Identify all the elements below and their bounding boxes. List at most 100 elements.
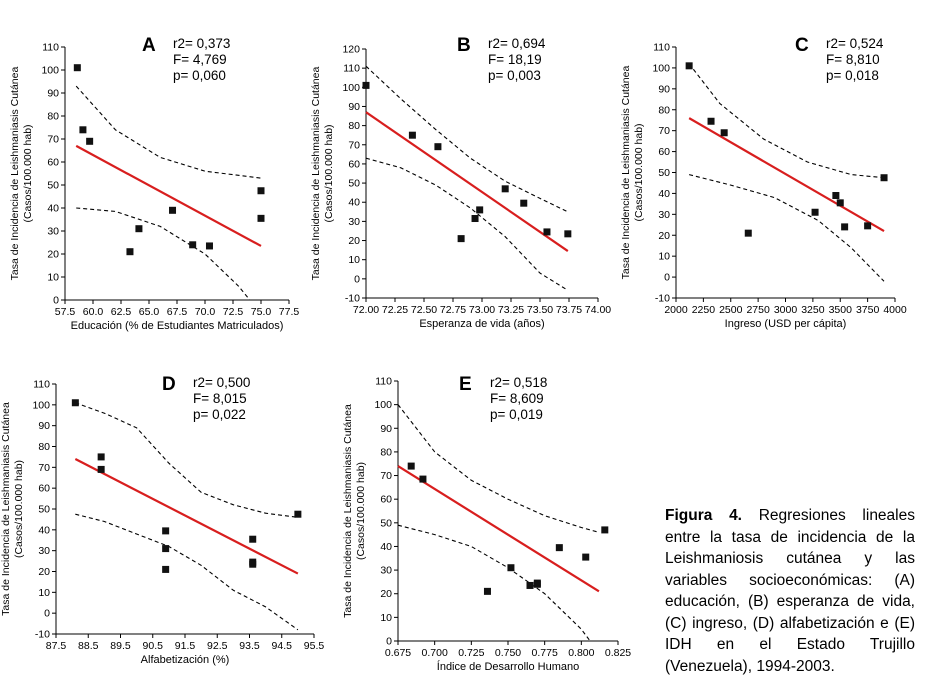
y-tick-label: 50 xyxy=(348,178,360,190)
stat-line: F= 4,769 xyxy=(173,52,227,67)
stat-line: r2= 0,524 xyxy=(826,36,884,51)
y-axis-label-line-1: Tasa de Incidencia de Leishmaniasis Cutá… xyxy=(9,67,21,281)
panel-letter: C xyxy=(795,35,809,56)
x-tick-label: 62.5 xyxy=(111,306,132,318)
x-tick-label: 4000 xyxy=(883,304,907,316)
data-point xyxy=(205,242,213,250)
x-tick-label: 93.5 xyxy=(239,640,260,652)
y-tick-label: 20 xyxy=(658,230,670,242)
x-axis-label: Educación (% de Estudiantes Matriculados… xyxy=(71,320,284,332)
x-tick-label: 90.5 xyxy=(143,640,164,652)
confidence-band-lower xyxy=(75,513,299,631)
x-tick-label: 73.25 xyxy=(498,304,524,316)
x-tick-label: 0.775 xyxy=(532,647,558,659)
stat-line: F= 8,810 xyxy=(826,52,880,67)
y-tick-label: -10 xyxy=(35,629,50,641)
chart-panel-a: 0 10 20 30 40 50 60 70 80 90 100 110 57.5 60.0 62.5 65.… xyxy=(9,35,299,332)
confidence-band-upper xyxy=(397,404,600,533)
y-tick-label: 70 xyxy=(348,139,360,151)
y-axis-label-line-1: Tasa de Incidencia de Leishmaniasis Cutá… xyxy=(620,66,632,280)
y-tick-label: 20 xyxy=(380,588,392,600)
stat-line: p= 0,019 xyxy=(490,407,543,422)
y-tick-label: 90 xyxy=(380,423,392,435)
x-tick-label: 0.675 xyxy=(385,647,411,659)
data-point xyxy=(419,475,427,483)
data-point xyxy=(97,465,105,473)
panel-letter: E xyxy=(459,374,472,395)
data-point xyxy=(526,581,534,589)
stat-line: p= 0,022 xyxy=(193,407,246,422)
y-tick-label: 50 xyxy=(658,167,670,179)
data-point xyxy=(471,215,479,223)
x-tick-label: 0.825 xyxy=(605,647,631,659)
y-tick-label: 0 xyxy=(53,295,59,307)
data-point xyxy=(189,241,197,249)
stat-line: p= 0,060 xyxy=(173,68,226,83)
y-tick-label: 60 xyxy=(47,157,59,169)
stat-line: r2= 0,373 xyxy=(173,36,230,51)
x-tick-label: 3250 xyxy=(801,304,825,316)
x-axis-label: Esperanza de vida (años) xyxy=(419,318,544,330)
y-axis-label-line-1: Tasa de Incidencia de Leishmaniasis Cutá… xyxy=(310,67,322,281)
x-tick-label: 3500 xyxy=(829,304,853,316)
y-tick-label: 40 xyxy=(348,197,360,209)
y-tick-label: 60 xyxy=(348,158,360,170)
stat-line: F= 18,19 xyxy=(488,52,542,67)
y-tick-label: 100 xyxy=(32,399,50,411)
y-tick-label: 90 xyxy=(658,83,670,95)
y-tick-label: 60 xyxy=(658,146,670,158)
y-axis-label-line-1: Tasa de Incidencia de Leishmaniasis Cutá… xyxy=(0,402,12,616)
x-tick-label: 57.5 xyxy=(55,306,76,318)
data-point xyxy=(685,62,693,70)
y-tick-label: 120 xyxy=(342,44,360,56)
x-tick-label: 73.00 xyxy=(469,304,495,316)
x-tick-label: 72.25 xyxy=(382,304,408,316)
x-tick-label: 94.5 xyxy=(272,640,293,652)
data-point xyxy=(126,248,134,256)
y-tick-label: 70 xyxy=(658,125,670,137)
stat-line: r2= 0,518 xyxy=(490,375,547,390)
x-tick-label: 72.75 xyxy=(440,304,466,316)
x-tick-label: 73.50 xyxy=(527,304,553,316)
x-tick-label: 67.5 xyxy=(167,306,188,318)
x-tick-label: 72.50 xyxy=(411,304,437,316)
y-tick-label: 110 xyxy=(343,63,360,75)
x-axis-label: Índice de Desarrollo Humano xyxy=(437,660,579,673)
x-axis-label: Ingreso (USD per cápita) xyxy=(725,318,847,330)
data-point xyxy=(564,230,572,238)
data-point xyxy=(520,199,528,207)
data-point xyxy=(483,587,491,595)
confidence-band-upper xyxy=(365,65,569,213)
data-point xyxy=(162,527,170,535)
data-point xyxy=(407,462,415,470)
y-tick-label: 100 xyxy=(342,82,360,94)
y-tick-label: 30 xyxy=(348,216,360,228)
x-tick-label: 0.750 xyxy=(495,647,521,659)
figure-caption: Figura 4. Regresiones lineales entre la … xyxy=(665,505,915,677)
y-tick-label: 80 xyxy=(47,111,59,123)
panel-letter: A xyxy=(142,35,156,56)
panel-letter: B xyxy=(457,35,471,56)
y-axis-label: Tasa de Incidencia de Leishmaniasis Cutá… xyxy=(620,66,645,280)
x-tick-label: 2000 xyxy=(664,304,688,316)
data-point xyxy=(73,64,81,72)
y-tick-label: 30 xyxy=(38,545,50,557)
y-tick-label: 20 xyxy=(47,249,59,261)
data-point xyxy=(71,399,79,407)
y-tick-label: 20 xyxy=(348,235,360,247)
panel-letter: D xyxy=(162,374,176,395)
y-tick-label: 10 xyxy=(47,272,59,284)
y-tick-label: 80 xyxy=(658,104,670,116)
x-tick-label: 0.800 xyxy=(568,647,594,659)
stat-line: p= 0,003 xyxy=(488,68,541,83)
x-tick-label: 65.0 xyxy=(139,306,160,318)
y-tick-label: 10 xyxy=(658,251,670,263)
data-point xyxy=(294,510,302,518)
y-axis-label: Tasa de Incidencia de Leishmaniasis Cutá… xyxy=(310,67,335,281)
x-tick-label: 72.00 xyxy=(353,304,379,316)
data-point xyxy=(476,206,484,214)
data-point xyxy=(97,453,105,461)
y-tick-label: 90 xyxy=(348,101,360,113)
regression-line xyxy=(397,465,600,593)
y-tick-label: 100 xyxy=(41,65,59,77)
